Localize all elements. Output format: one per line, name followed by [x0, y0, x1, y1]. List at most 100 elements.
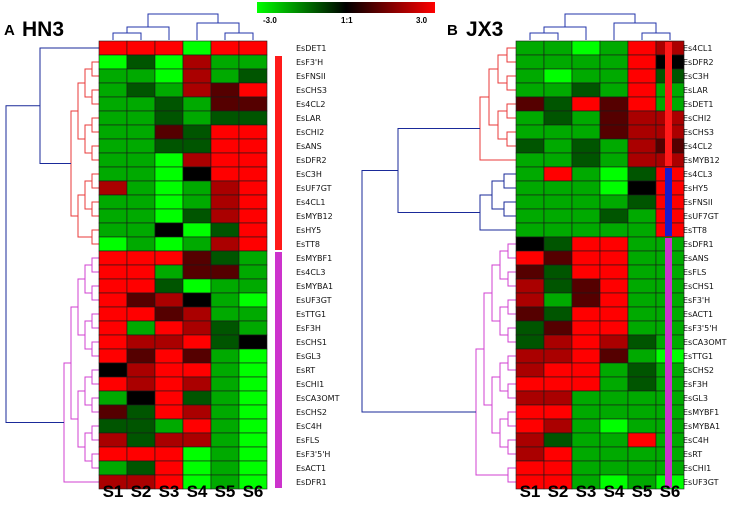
- heatmap-cell: [154, 460, 184, 476]
- heatmap-cell: [126, 166, 156, 182]
- row-label: EsDET1: [683, 100, 713, 109]
- dendrogram-link: [641, 32, 671, 40]
- heatmap-cell: [627, 320, 657, 336]
- dendrogram-link: [506, 103, 516, 119]
- heatmap-cell: [154, 236, 184, 252]
- row-label: Es4CL1: [683, 44, 712, 53]
- dendrogram-link: [507, 439, 516, 455]
- heatmap-cell: [627, 362, 657, 378]
- row-label: Es4CL3: [296, 268, 325, 277]
- dendrogram-link: [499, 418, 508, 448]
- heatmap-cell: [627, 376, 657, 392]
- heatmap-cell: [543, 222, 573, 238]
- heatmap-cell: [126, 152, 156, 168]
- dendrogram-link: [507, 243, 516, 259]
- heatmap-cell: [98, 152, 128, 168]
- heatmap-cell: [182, 138, 212, 154]
- heatmap-cell: [126, 460, 156, 476]
- heatmap-cell: [126, 180, 156, 196]
- dendrogram-link: [488, 68, 498, 126]
- heatmap-cell: [210, 236, 240, 252]
- heatmap-cell: [154, 348, 184, 364]
- heatmap-cell: [599, 292, 629, 308]
- heatmap-cell: [543, 306, 573, 322]
- heatmap-cell: [238, 292, 268, 308]
- row-label: Es4CL1: [296, 198, 325, 207]
- heatmap-cell: [182, 320, 212, 336]
- cluster-group-bar: [275, 56, 282, 250]
- row-label: EsC3H: [683, 72, 709, 81]
- heatmap-cell: [210, 334, 240, 350]
- row-label: EsCHS2: [296, 408, 327, 417]
- heatmap-cell: [210, 348, 240, 364]
- heatmap-cell: [515, 306, 545, 322]
- heatmap-cell: [515, 152, 545, 168]
- heatmap-cell: [210, 292, 240, 308]
- heatmap-cell: [154, 292, 184, 308]
- dendrogram-link: [479, 194, 516, 231]
- heatmap-cell: [182, 404, 212, 420]
- row-label: EsRT: [683, 450, 702, 459]
- heatmap-cell: [98, 222, 128, 238]
- heatmap-cell: [515, 278, 545, 294]
- heatmap-cell: [571, 250, 601, 266]
- heatmap-cell: [571, 390, 601, 406]
- row-label: EsCHI1: [683, 464, 711, 473]
- row-label: EsCHI1: [296, 380, 324, 389]
- dendrogram-link: [84, 320, 92, 350]
- heatmap-cell: [210, 320, 240, 336]
- row-label: EsCHS1: [683, 282, 714, 291]
- heatmap-cell: [238, 432, 268, 448]
- heatmap-cell: [571, 236, 601, 252]
- row-label: EsCHS3: [683, 128, 714, 137]
- row-label: EsDET1: [296, 44, 326, 53]
- heatmap-cell: [154, 68, 184, 84]
- heatmap-cell: [599, 250, 629, 266]
- heatmap-cell: [210, 138, 240, 154]
- row-label: EsUF7GT: [683, 212, 719, 221]
- heatmap-cell: [627, 180, 657, 196]
- row-label: EsTTG1: [683, 352, 713, 361]
- heatmap-cell: [238, 250, 268, 266]
- heatmap-cell: [238, 404, 268, 420]
- heatmap-cell: [599, 362, 629, 378]
- heatmap-cell: [571, 264, 601, 280]
- heatmap-cell: [238, 138, 268, 154]
- row-label: EsFLS: [296, 436, 319, 445]
- heatmap-cell: [126, 278, 156, 294]
- dendrogram-link: [91, 285, 99, 301]
- column-label: S5: [632, 482, 653, 501]
- heatmap-cell: [571, 208, 601, 224]
- heatmap-cell: [98, 404, 128, 420]
- heatmap-cell: [210, 68, 240, 84]
- heatmap-cell: [515, 180, 545, 196]
- heatmap-cell: [571, 138, 601, 154]
- dendrogram-link: [483, 292, 492, 406]
- heatmap-cell: [238, 418, 268, 434]
- heatmap-cell: [210, 152, 240, 168]
- cluster-group-bar: [665, 238, 672, 488]
- heatmap-cell: [571, 222, 601, 238]
- heatmap-cell: [599, 376, 629, 392]
- heatmap-panel-jx3: B JX3 Es4CL1 EsDFR2 EsC3H EsLAR EsDET1 EsCHI2…: [361, 13, 727, 501]
- dendrogram-link: [361, 170, 476, 413]
- heatmap-cell: [182, 278, 212, 294]
- heatmap-cell: [210, 208, 240, 224]
- row-label: EsACT1: [296, 464, 326, 473]
- heatmap-cell: [98, 320, 128, 336]
- heatmap-cell: [182, 348, 212, 364]
- heatmap-cell: [515, 54, 545, 70]
- dendrogram-link: [564, 13, 636, 27]
- heatmap-cell: [238, 194, 268, 210]
- heatmap-cell: [571, 96, 601, 112]
- heatmap-cell: [571, 68, 601, 84]
- heatmap-cell: [154, 390, 184, 406]
- row-label: Es4CL2: [296, 100, 325, 109]
- heatmap-cell: [182, 96, 212, 112]
- row-label: EsCA3OMT: [683, 338, 727, 347]
- heatmap-cell: [210, 404, 240, 420]
- heatmap-cell: [154, 250, 184, 266]
- heatmap-cell: [126, 376, 156, 392]
- dendrogram-link: [507, 327, 516, 343]
